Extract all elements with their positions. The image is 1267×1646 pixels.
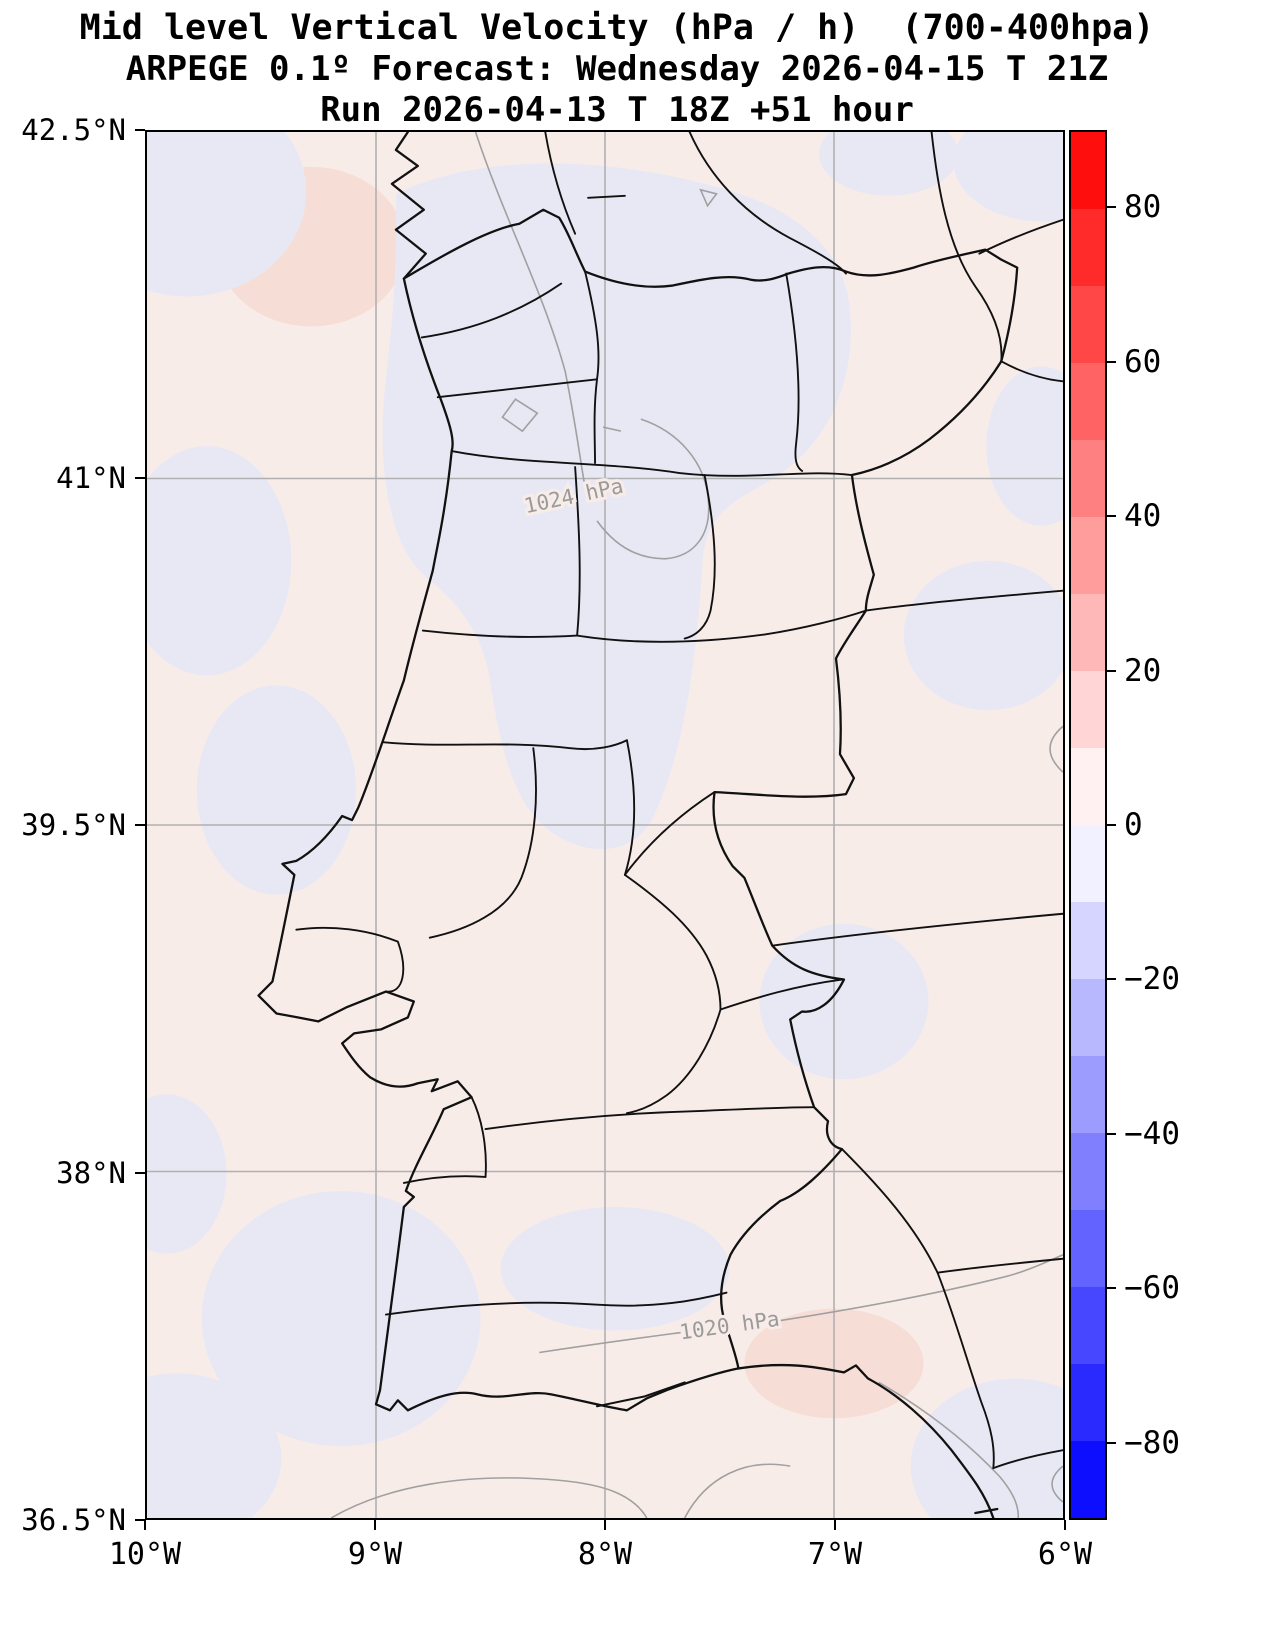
map-svg: 1024 hPa 1020 hPa — [147, 132, 1063, 1518]
colorbar-band — [1071, 1364, 1105, 1441]
small-contour-loop-2 — [699, 188, 718, 208]
colorbar-tick-label: −40 — [1124, 1115, 1180, 1152]
chart-run-info: Run 2026-04-13 T 18Z +51 hour — [320, 90, 914, 130]
x-tick-mark — [834, 1520, 836, 1530]
boundaries — [257, 132, 1063, 1518]
colorbar-band — [1071, 748, 1105, 825]
province-boundaries — [544, 132, 1063, 1470]
y-tick-label: 42.5°N — [21, 113, 126, 147]
isobar-contours — [330, 132, 1063, 1518]
colorbar — [1069, 130, 1107, 1520]
coastline-path — [257, 132, 995, 1518]
colorbar-band — [1071, 979, 1105, 1056]
colorbar-band — [1071, 1056, 1105, 1133]
title-block: Mid level Vertical Velocity (hPa / h) (7… — [0, 8, 1234, 131]
x-tick-label: 10°W — [108, 1537, 182, 1572]
isobar-1024-path-2 — [596, 418, 710, 560]
x-tick-label: 8°W — [577, 1537, 633, 1572]
isobar-notch-right-upper — [1049, 725, 1063, 773]
y-tick-label: 41°N — [56, 460, 126, 495]
y-tick-mark — [135, 1171, 145, 1174]
colorbar-band — [1071, 132, 1105, 209]
colorbar-tick-label: 0 — [1124, 807, 1143, 843]
colorbar-tick-label: 20 — [1124, 652, 1162, 689]
y-tick-mark — [135, 476, 145, 479]
x-tick-mark — [374, 1520, 376, 1530]
vertical-velocity-negative-patches — [147, 132, 1063, 1518]
colorbar-band — [1071, 286, 1105, 363]
small-contour-loop-1 — [501, 398, 539, 433]
x-tick-mark — [1064, 1520, 1066, 1530]
isobar-notch-right-lower — [1051, 1465, 1063, 1503]
colorbar-band — [1071, 517, 1105, 594]
x-tick-label: 9°W — [347, 1537, 403, 1572]
isobar-1020-path-2 — [780, 1254, 1063, 1322]
isobar-1024-path — [474, 132, 586, 488]
colorbar-band — [1071, 209, 1105, 286]
colorbar-tick-mark — [1107, 824, 1116, 826]
x-tick-label: 7°W — [807, 1537, 863, 1572]
grid-lines — [147, 132, 1063, 1518]
colorbar-tick-label: 40 — [1124, 498, 1162, 535]
x-tick-label: 6°W — [1037, 1537, 1093, 1572]
colorbar-tick-label: −20 — [1124, 961, 1180, 998]
colorbar-band — [1071, 902, 1105, 979]
isobar-arc-bottom-right — [878, 1381, 1019, 1518]
colorbar-band — [1071, 671, 1105, 748]
colorbar-tick-mark — [1107, 669, 1116, 672]
colorbar-band — [1071, 1210, 1105, 1287]
colorbar-band — [1071, 825, 1105, 902]
map-plot-area: 1024 hPa 1020 hPa — [145, 130, 1065, 1520]
small-contour-dash — [602, 426, 622, 432]
colorbar-tick-mark — [1107, 206, 1116, 209]
colorbar-tick-mark — [1107, 978, 1116, 981]
y-tick-mark — [135, 129, 145, 131]
x-tick-mark — [144, 1520, 146, 1530]
y-tick-mark — [135, 1519, 145, 1521]
isobar-arc-bottom-left — [330, 1477, 648, 1518]
colorbar-tick-mark — [1107, 1132, 1116, 1135]
chart-subtitle: ARPEGE 0.1º Forecast: Wednesday 2026-04-… — [125, 49, 1109, 89]
colorbar-tick-label: 60 — [1124, 343, 1162, 380]
y-tick-label: 38°N — [56, 1155, 126, 1190]
colorbar-band — [1071, 594, 1105, 671]
colorbar-tick-label: −80 — [1124, 1424, 1180, 1461]
district-boundaries — [295, 270, 867, 1316]
colorbar-tick-mark — [1107, 515, 1116, 518]
y-tick-label: 39.5°N — [21, 808, 126, 842]
islet-mark — [974, 1507, 999, 1515]
colorbar-tick-mark — [1107, 1441, 1116, 1444]
colorbar-tick-label: −60 — [1124, 1270, 1180, 1307]
isobar-1020-path — [539, 1331, 681, 1354]
y-tick-label: 36.5°N — [21, 1503, 126, 1537]
ria-formosa-spit — [596, 1381, 686, 1408]
colorbar-tick-label: 80 — [1124, 189, 1162, 226]
colorbar-band — [1071, 363, 1105, 440]
colorbar-band — [1071, 1441, 1105, 1518]
chart-title: Mid level Vertical Velocity (hPa / h) (7… — [79, 8, 1155, 48]
colorbar-band — [1071, 440, 1105, 517]
colorbar-band — [1071, 1287, 1105, 1364]
colorbar-tick-mark — [1107, 360, 1116, 363]
x-tick-mark — [604, 1520, 606, 1530]
colorbar-band — [1071, 1133, 1105, 1210]
colorbar-tick-mark — [1107, 1287, 1116, 1290]
y-tick-mark — [135, 824, 145, 826]
isobar-arc-bottom-center — [683, 1463, 791, 1518]
